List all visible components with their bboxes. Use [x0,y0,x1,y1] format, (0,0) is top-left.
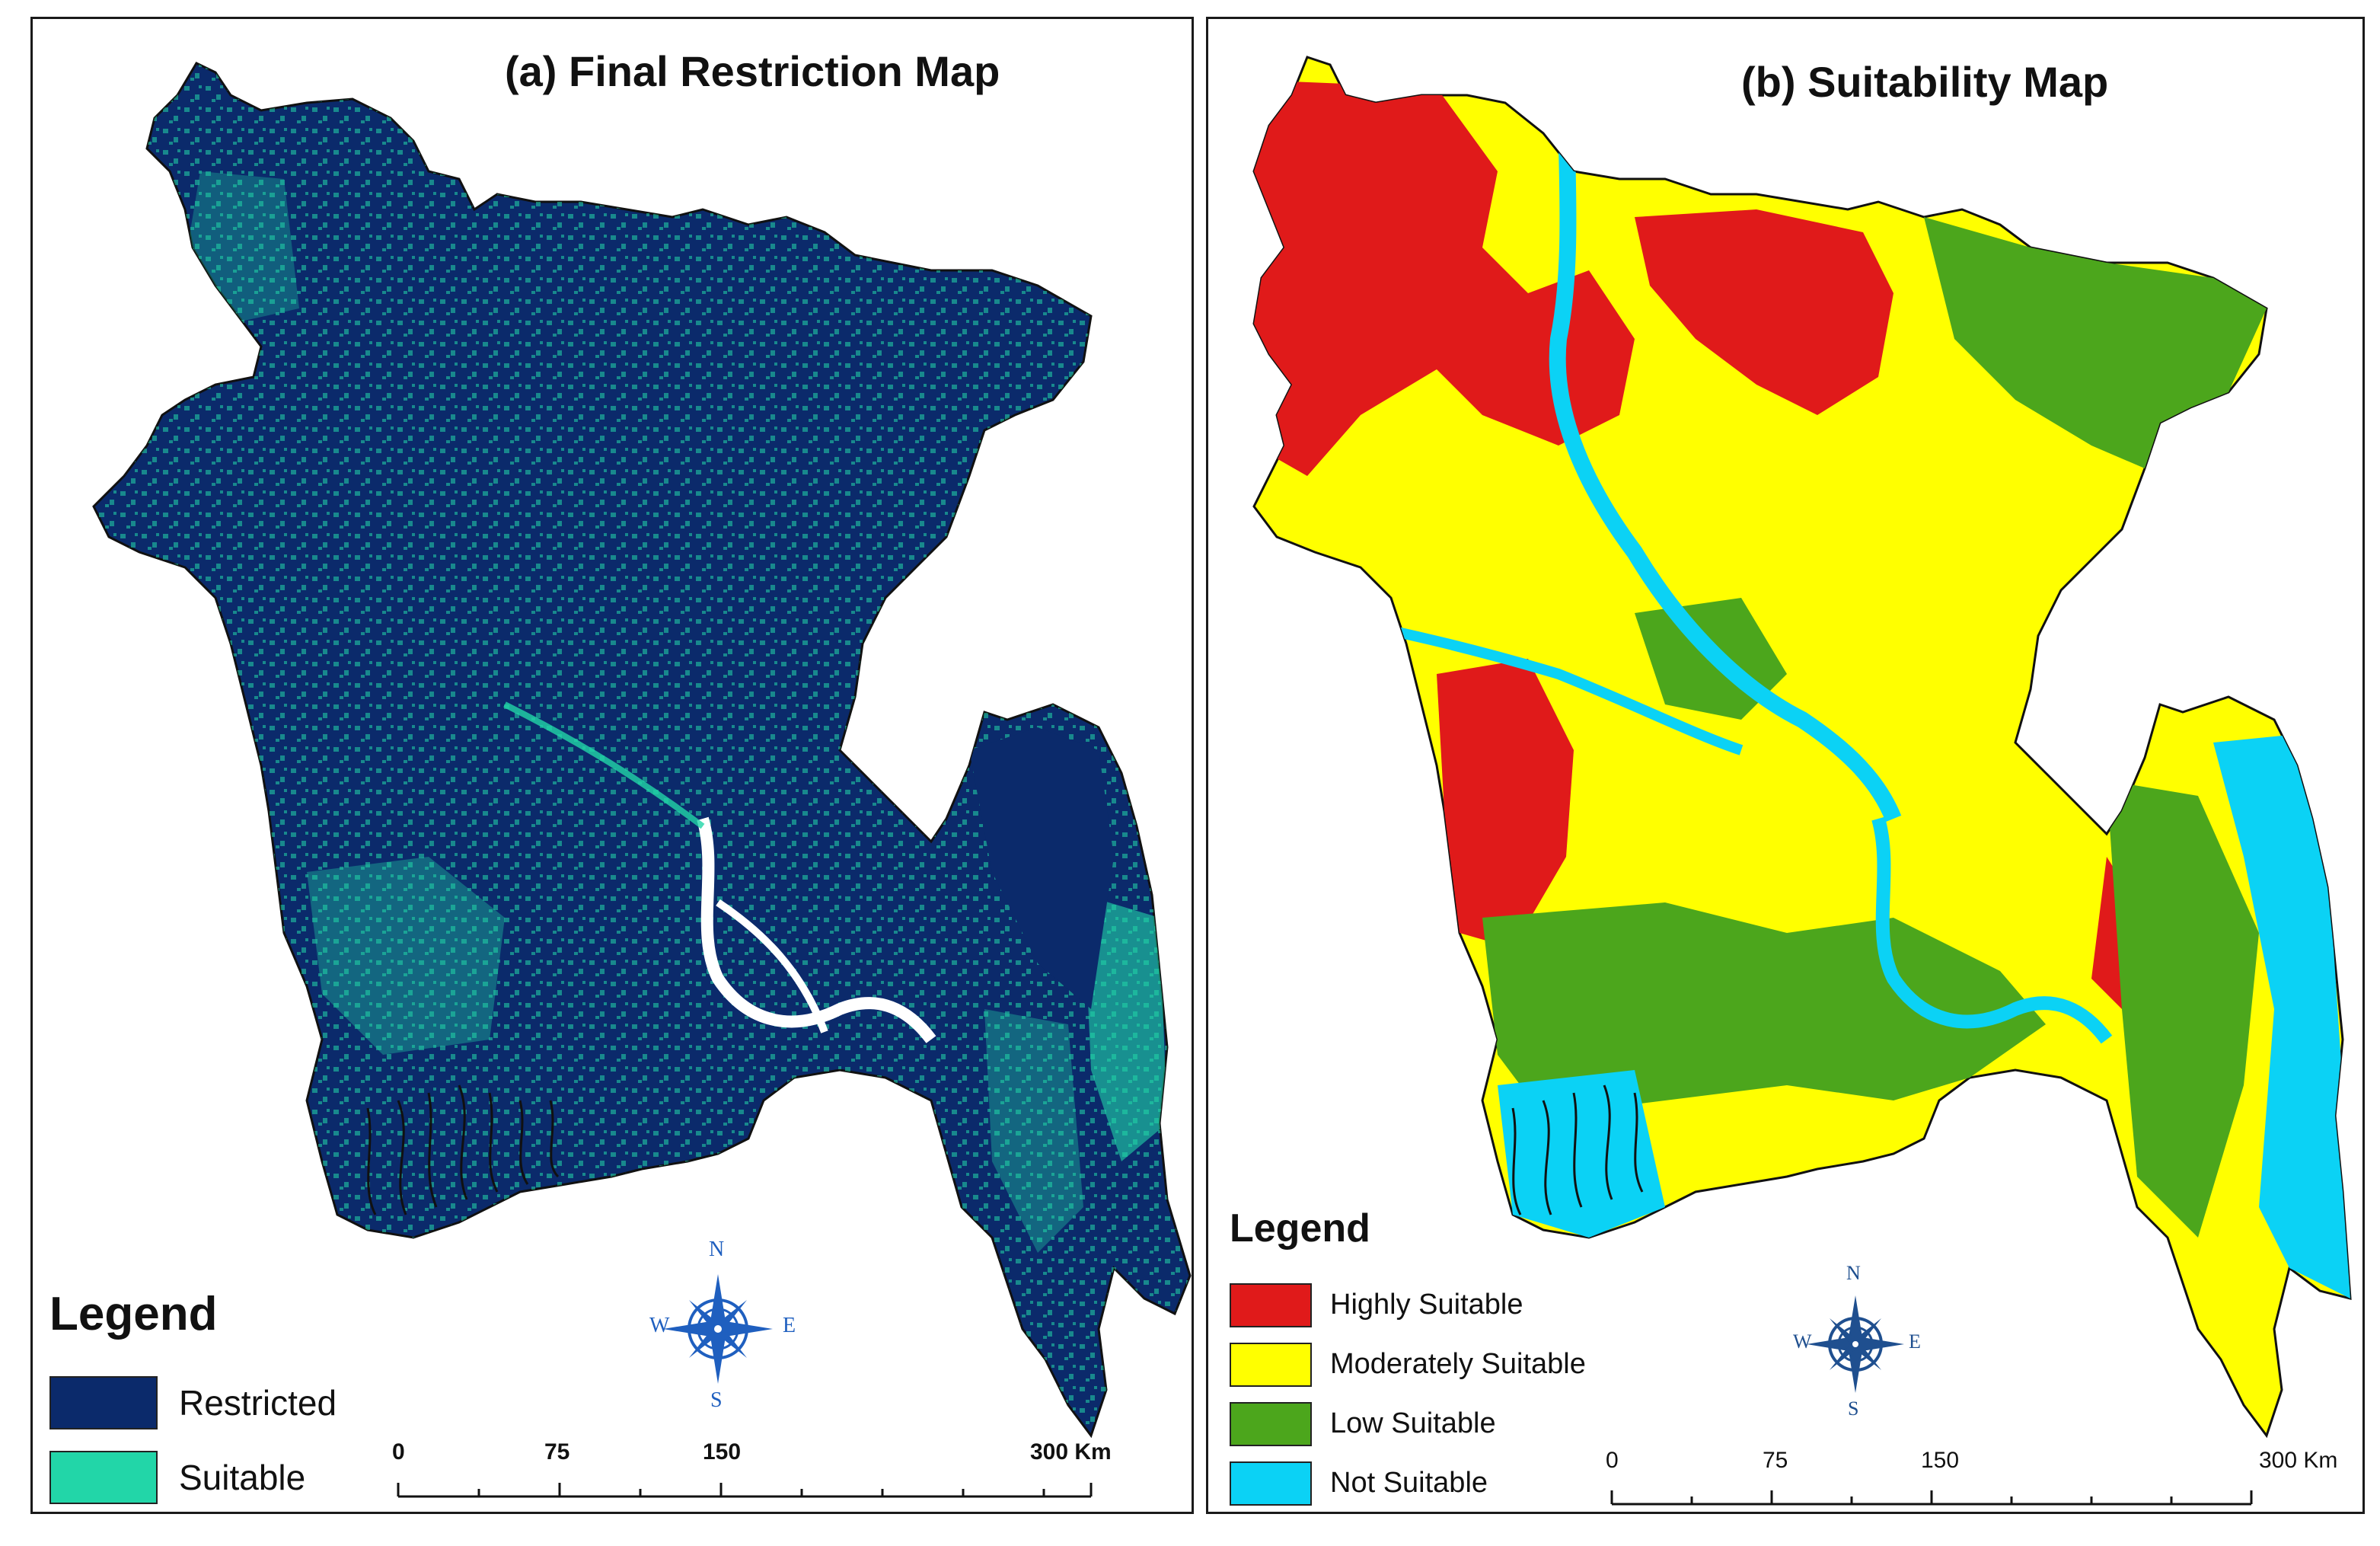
legend-label-restricted: Restricted [179,1383,337,1423]
legend-label-not-suitable: Not Suitable [1330,1467,1488,1499]
scale-bar [397,1483,1093,1498]
compass-w-label: W [649,1314,670,1337]
compass-rose-icon [663,1274,773,1384]
compass-rose-icon [1807,1295,1904,1393]
legend-title: Legend [1230,1206,1370,1251]
legend-swatch-suitable [49,1451,158,1504]
legend-title: Legend [49,1288,218,1340]
legend-swatch-moderately-suitable [1230,1343,1312,1387]
scale-bar [1610,1490,2253,1506]
legend-swatch-restricted [49,1376,158,1429]
scale-tick-300: 300 Km [2259,1448,2338,1473]
compass-e-label: E [1909,1330,1921,1353]
legend-label-moderately-suitable: Moderately Suitable [1330,1348,1586,1380]
restriction-map [92,62,1192,1437]
compass-e-label: E [783,1314,796,1337]
restriction-map-panel: (a) Final Restriction Map [30,17,1194,1514]
compass-w-label: W [1793,1330,1812,1353]
scale-tick-0: 0 [392,1439,405,1465]
map-title: (a) Final Restriction Map [505,47,1000,95]
legend-label-highly-suitable: Highly Suitable [1330,1289,1523,1321]
compass-s-label: S [1848,1397,1859,1420]
compass-s-label: S [710,1388,723,1412]
scale-tick-75: 75 [544,1439,570,1465]
scale-tick-75: 75 [1763,1448,1788,1473]
scale-tick-150: 150 [1921,1448,1960,1473]
legend-swatch-low-suitable [1230,1402,1312,1446]
scale-tick-0: 0 [1606,1448,1619,1473]
scale-tick-150: 150 [703,1439,742,1465]
suitability-map [1252,56,2352,1437]
compass-n-label: N [709,1238,725,1261]
legend-swatch-not-suitable [1230,1461,1312,1506]
scale-tick-300: 300 Km [1030,1439,1112,1465]
map-title: (b) Suitability Map [1741,58,2109,106]
suitability-map-panel: (b) Suitability Map [1206,17,2365,1514]
compass-n-label: N [1846,1262,1861,1284]
legend-label-suitable: Suitable [179,1458,306,1497]
legend-label-low-suitable: Low Suitable [1330,1407,1496,1439]
legend-swatch-highly-suitable [1230,1283,1312,1327]
